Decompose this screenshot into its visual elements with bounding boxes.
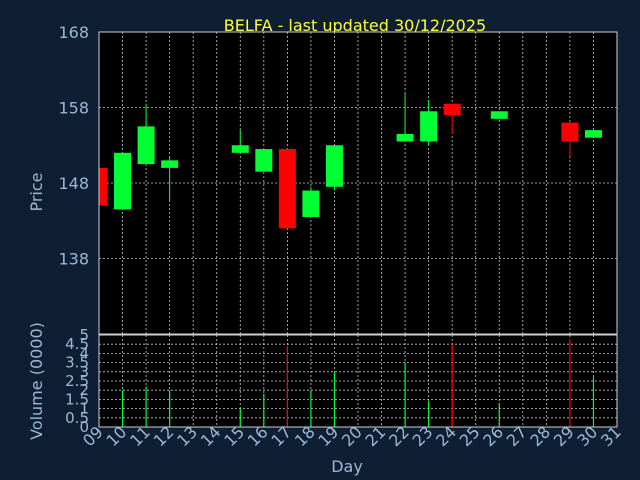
price-tick-label-158: 158	[58, 99, 89, 118]
volume-bar-23	[428, 401, 430, 427]
price-plot-area	[99, 32, 617, 334]
candle-body-24	[443, 103, 461, 116]
volume-tick-label-4.5: 4.5	[65, 335, 89, 353]
volume-bar-11	[145, 386, 147, 427]
price-tick-label-168: 168	[58, 23, 89, 42]
volume-tick-label-2: 2	[79, 381, 89, 399]
volume-tick-label-5: 5	[79, 326, 89, 344]
volume-tick-label-4: 4	[79, 344, 89, 362]
volume-bar-18	[310, 390, 312, 427]
candle-day-15	[231, 130, 249, 153]
volume-bar-26	[498, 403, 500, 427]
candle-body-17	[278, 149, 296, 229]
candle-day-11	[137, 103, 155, 165]
candle-day-26	[490, 111, 508, 119]
volume-tick-label-3: 3	[79, 363, 89, 381]
volume-bar-15	[239, 408, 241, 427]
price-frame	[98, 31, 618, 335]
chart-title: BELFA - last updated 30/12/2025	[224, 16, 486, 35]
price-tick-label-148: 148	[58, 174, 89, 193]
candle-body-9	[99, 167, 108, 206]
volume-axis-label: Volume (0000)	[27, 322, 46, 440]
price-panel: 138 148 158 168	[58, 23, 618, 335]
candle-body-10	[114, 152, 132, 210]
volume-bar-30	[592, 377, 595, 427]
volume-bar-24	[451, 344, 453, 427]
candle-day-19	[325, 145, 343, 191]
candle-body-23	[420, 111, 438, 142]
candle-day-22	[396, 92, 414, 142]
candle-body-26	[490, 111, 508, 119]
volume-bar-17	[286, 346, 288, 427]
volume-bar-16	[263, 393, 265, 427]
candle-body-30	[584, 130, 602, 138]
candle-body-12	[161, 160, 179, 168]
candle-day-10	[114, 152, 132, 210]
candle-body-16	[255, 149, 273, 172]
candle-day-29	[561, 122, 579, 157]
candle-body-11	[137, 126, 155, 165]
candle-day-30	[584, 130, 602, 138]
volume-panel: 00.511.522.533.544.550910111213141516171…	[65, 326, 625, 450]
volume-tick-label-0.5: 0.5	[65, 409, 89, 427]
candle-day-17	[278, 149, 296, 229]
volume-frame	[98, 334, 618, 428]
candle-day-12	[161, 156, 179, 202]
price-tick-label-138: 138	[58, 250, 89, 269]
x-axis-label: Day	[331, 457, 363, 476]
candle-day-18	[302, 186, 320, 217]
candle-body-18	[302, 190, 320, 217]
volume-tick-label-1: 1	[79, 400, 89, 418]
candle-body-22	[396, 133, 414, 142]
candle-day-9	[98, 164, 108, 206]
candle-day-16	[255, 149, 273, 172]
candle-day-24	[443, 103, 461, 134]
volume-tick-label-0: 0	[79, 418, 89, 436]
volume-bar-19	[333, 371, 336, 427]
candle-body-15	[231, 145, 249, 153]
volume-tick-label-1.5: 1.5	[65, 390, 89, 408]
volume-tick-label-3.5: 3.5	[65, 354, 89, 372]
volume-bar-22	[404, 362, 406, 427]
price-axis-label: Price	[27, 172, 46, 211]
candle-body-19	[325, 145, 343, 187]
volume-bar-10	[121, 390, 124, 427]
candle-body-29	[561, 122, 579, 142]
volume-bar-12	[169, 390, 171, 427]
volume-tick-label-2.5: 2.5	[65, 372, 89, 390]
volume-bar-29	[569, 338, 571, 427]
candle-day-23	[420, 99, 438, 146]
